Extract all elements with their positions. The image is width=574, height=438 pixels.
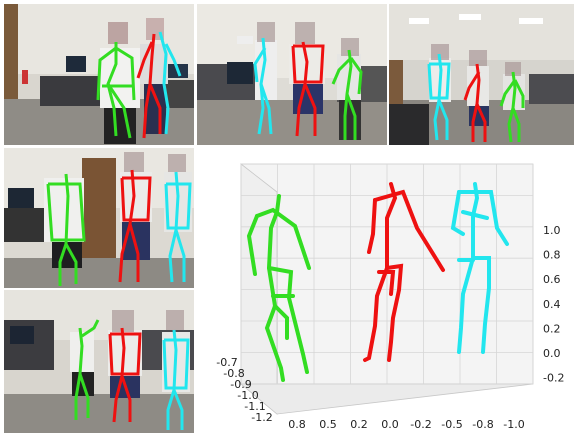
photo-view-5 — [4, 290, 194, 433]
z-tick-label: 0.6 — [543, 273, 561, 286]
y-tick-label: -1.1 — [244, 400, 265, 413]
photo-view-1-scene — [4, 4, 194, 145]
skeleton-red — [363, 182, 445, 362]
x-tick-label: -0.8 — [472, 418, 493, 431]
z-tick-label: 0.0 — [543, 347, 561, 360]
y-tick-label: -1.2 — [251, 411, 272, 424]
z-tick-label: 0.2 — [543, 322, 561, 335]
z-tick-label: 0.4 — [543, 298, 561, 311]
photo-view-4 — [4, 148, 194, 288]
y-tick-label: -0.9 — [230, 378, 251, 391]
x-tick-label: -0.2 — [410, 418, 431, 431]
photo-view-4-scene — [4, 148, 194, 288]
photo-view-3 — [389, 4, 574, 145]
x-tick-label: -1.0 — [503, 418, 524, 431]
y-axis-ticks: -0.7-0.8-0.9-1.0-1.1-1.2 — [216, 356, 272, 424]
x-tick-label: 0.5 — [319, 418, 337, 431]
photo-view-3-scene — [389, 4, 574, 145]
plot-grid — [240, 163, 534, 385]
x-tick-label: 0.8 — [288, 418, 306, 431]
y-tick-label: -0.7 — [216, 356, 237, 369]
skeleton-3d-plot: 1.0 0.8 0.6 0.4 0.2 0.0 -0.2 0.8 0.5 0.2 0.0 -0.2-… — [197, 148, 574, 434]
skeleton-cyan — [450, 182, 509, 354]
photo-view-2 — [197, 4, 387, 145]
z-tick-label: 0.8 — [543, 249, 561, 262]
photo-view-1 — [4, 4, 194, 145]
x-tick-label: 0.0 — [381, 418, 399, 431]
skeleton-green — [246, 194, 311, 382]
z-axis-ticks: 1.0 0.8 0.6 0.4 0.2 0.0 -0.2 — [543, 224, 564, 385]
z-tick-label: -0.2 — [543, 372, 564, 385]
y-tick-label: -1.0 — [237, 389, 258, 402]
skeleton-3d-plot-canvas: 1.00.80.60.40.20.0-0.2 0.8 0.5 0.2 0.0 -0.2-… — [197, 148, 574, 434]
photo-view-2-scene — [197, 4, 387, 145]
photo-view-5-scene — [4, 290, 194, 433]
y-tick-label: -0.8 — [223, 367, 244, 380]
x-tick-label: 0.2 — [350, 418, 368, 431]
x-axis-ticks: 0.8 0.5 0.2 0.0 -0.2 -0.5 -0.8 -1.0 — [288, 418, 524, 431]
z-tick-label: 1.0 — [543, 224, 561, 237]
x-tick-label: -0.5 — [441, 418, 462, 431]
